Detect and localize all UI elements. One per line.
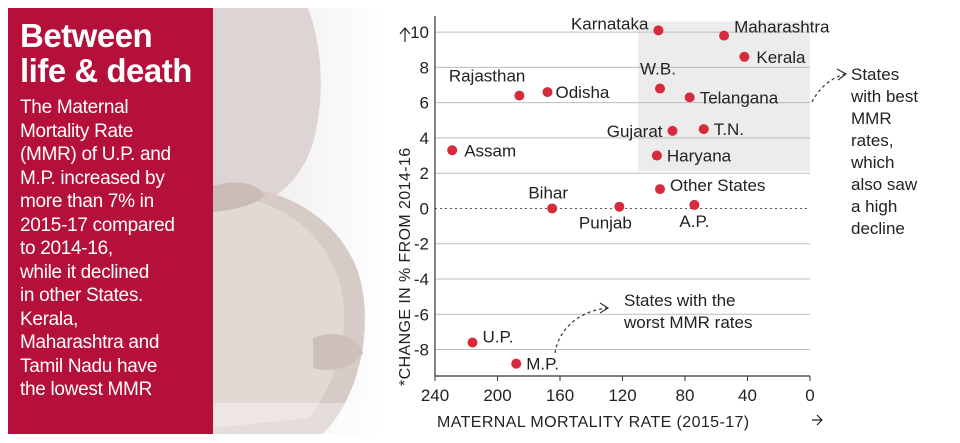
y-tick-label: 2 [420,164,429,183]
y-tick-label: -2 [414,235,429,254]
best-states-annotation: with best [850,87,918,106]
y-tick-label: 10 [410,23,429,42]
data-point-label: Assam [464,141,516,160]
data-point [542,87,553,98]
best-states-annotation: which [850,153,894,172]
data-point-label: Haryana [667,147,732,166]
data-point [547,203,558,214]
data-point-label: U.P. [483,327,514,346]
data-point [655,184,665,195]
description-line: in other States. [20,285,143,306]
description-line: Mortality Rate [20,120,134,142]
best-states-annotation: decline [851,219,905,238]
best-states-annotation: MMR [851,109,892,128]
description-line: more than 7% in [20,191,154,212]
headline-line-2: life & death [20,52,192,89]
data-point-label: M.P. [526,355,559,374]
description-text: The Maternal Mortality Rate (MMR) of U.P. … [20,96,203,402]
worst-states-annotation: States with the [624,291,736,310]
data-point [614,201,625,212]
data-point-label: Kerala [756,48,806,67]
description-line: the lowest MMR [20,379,153,400]
x-tick-label: 0 [805,386,814,405]
worst-states-annotation: worst MMR rates [623,313,752,332]
data-point-label: Other States [670,176,765,195]
data-point [651,150,662,161]
y-tick-label: 0 [420,199,429,218]
data-point-label: Karnataka [571,14,649,33]
headline: Between life & death [20,18,203,88]
x-tick-label: 200 [483,386,511,405]
data-point [655,83,665,94]
data-point [467,337,478,348]
data-point [667,125,678,136]
best-states-highlight [638,21,810,172]
worst-annotation-arrow [554,307,608,354]
data-point-label: Maharashtra [734,18,830,37]
data-point [684,92,695,103]
y-axis-arrow-icon [399,27,411,42]
y-tick-label: -6 [414,305,429,324]
worst-annotation-arrowhead-icon [599,302,610,314]
best-states-annotation: a high [851,197,897,216]
data-point-label: Telangana [700,88,779,107]
data-point-label: Punjab [579,214,632,233]
y-axis-title: *CHANGE IN % FROM 2014-16 [397,147,414,386]
x-tick-label: 40 [738,386,757,405]
description-line: 2015-17 compared [20,214,175,236]
data-point-label: A.P. [679,212,709,231]
x-tick-label: 240 [421,386,449,405]
y-tick-label: 8 [420,58,429,77]
y-tick-label: 4 [420,129,429,148]
data-point-label: T.N. [714,120,744,139]
best-states-annotation: rates, [851,131,894,150]
description-line: Kerala, [20,308,79,330]
description-line: while it declined [20,261,150,283]
best-states-annotation: also saw [851,175,918,194]
pregnant-woman-illustration [213,8,385,434]
x-tick-label: 80 [676,386,695,405]
data-point [689,199,700,210]
data-point-label: Rajasthan [449,67,526,86]
y-tick-label: 6 [420,94,429,113]
best-states-annotation: States [851,65,899,84]
description-line: Tamil Nadu have [20,355,158,377]
data-point [719,30,730,41]
data-point-label: Bihar [528,183,568,202]
headline-line-1: Between [20,17,153,54]
description-line: Maharashtra and [20,332,160,353]
scatter-chart: 10 8 6 4 2 0 -2 -4 -6 -8 240 200 160 120 80 40 0 MATERNAL… [385,8,952,434]
x-tick-label: 120 [608,386,636,405]
description-line: (MMR) of U.P. and [20,144,171,165]
data-point [653,25,664,36]
data-point [739,51,750,62]
data-point-label: W.B. [640,60,676,79]
x-axis-arrow-icon [812,414,823,426]
headline-panel: Between life & death The Maternal Mortali… [8,8,213,434]
pregnant-woman-photo [213,8,385,434]
data-point-label: Odisha [556,83,610,102]
description-line: The Maternal [20,97,129,118]
y-tick-label: -4 [414,270,429,289]
best-annotation-arrowhead-icon [836,68,848,81]
scatter-chart-svg: 10 8 6 4 2 0 -2 -4 -6 -8 240 200 160 120 80 40 0 MATERNAL… [397,14,918,431]
x-axis-title: MATERNAL MORTALITY RATE (2015-17) [437,414,750,431]
data-point [698,124,709,135]
data-point [511,358,522,369]
data-point-label: Gujarat [607,122,663,141]
data-point [514,90,525,101]
y-tick-label: -8 [414,341,429,360]
description-line: M.P. increased by [20,167,165,189]
description-line: to 2014-16, [20,238,113,259]
data-point [447,145,458,156]
x-tick-label: 160 [546,386,574,405]
